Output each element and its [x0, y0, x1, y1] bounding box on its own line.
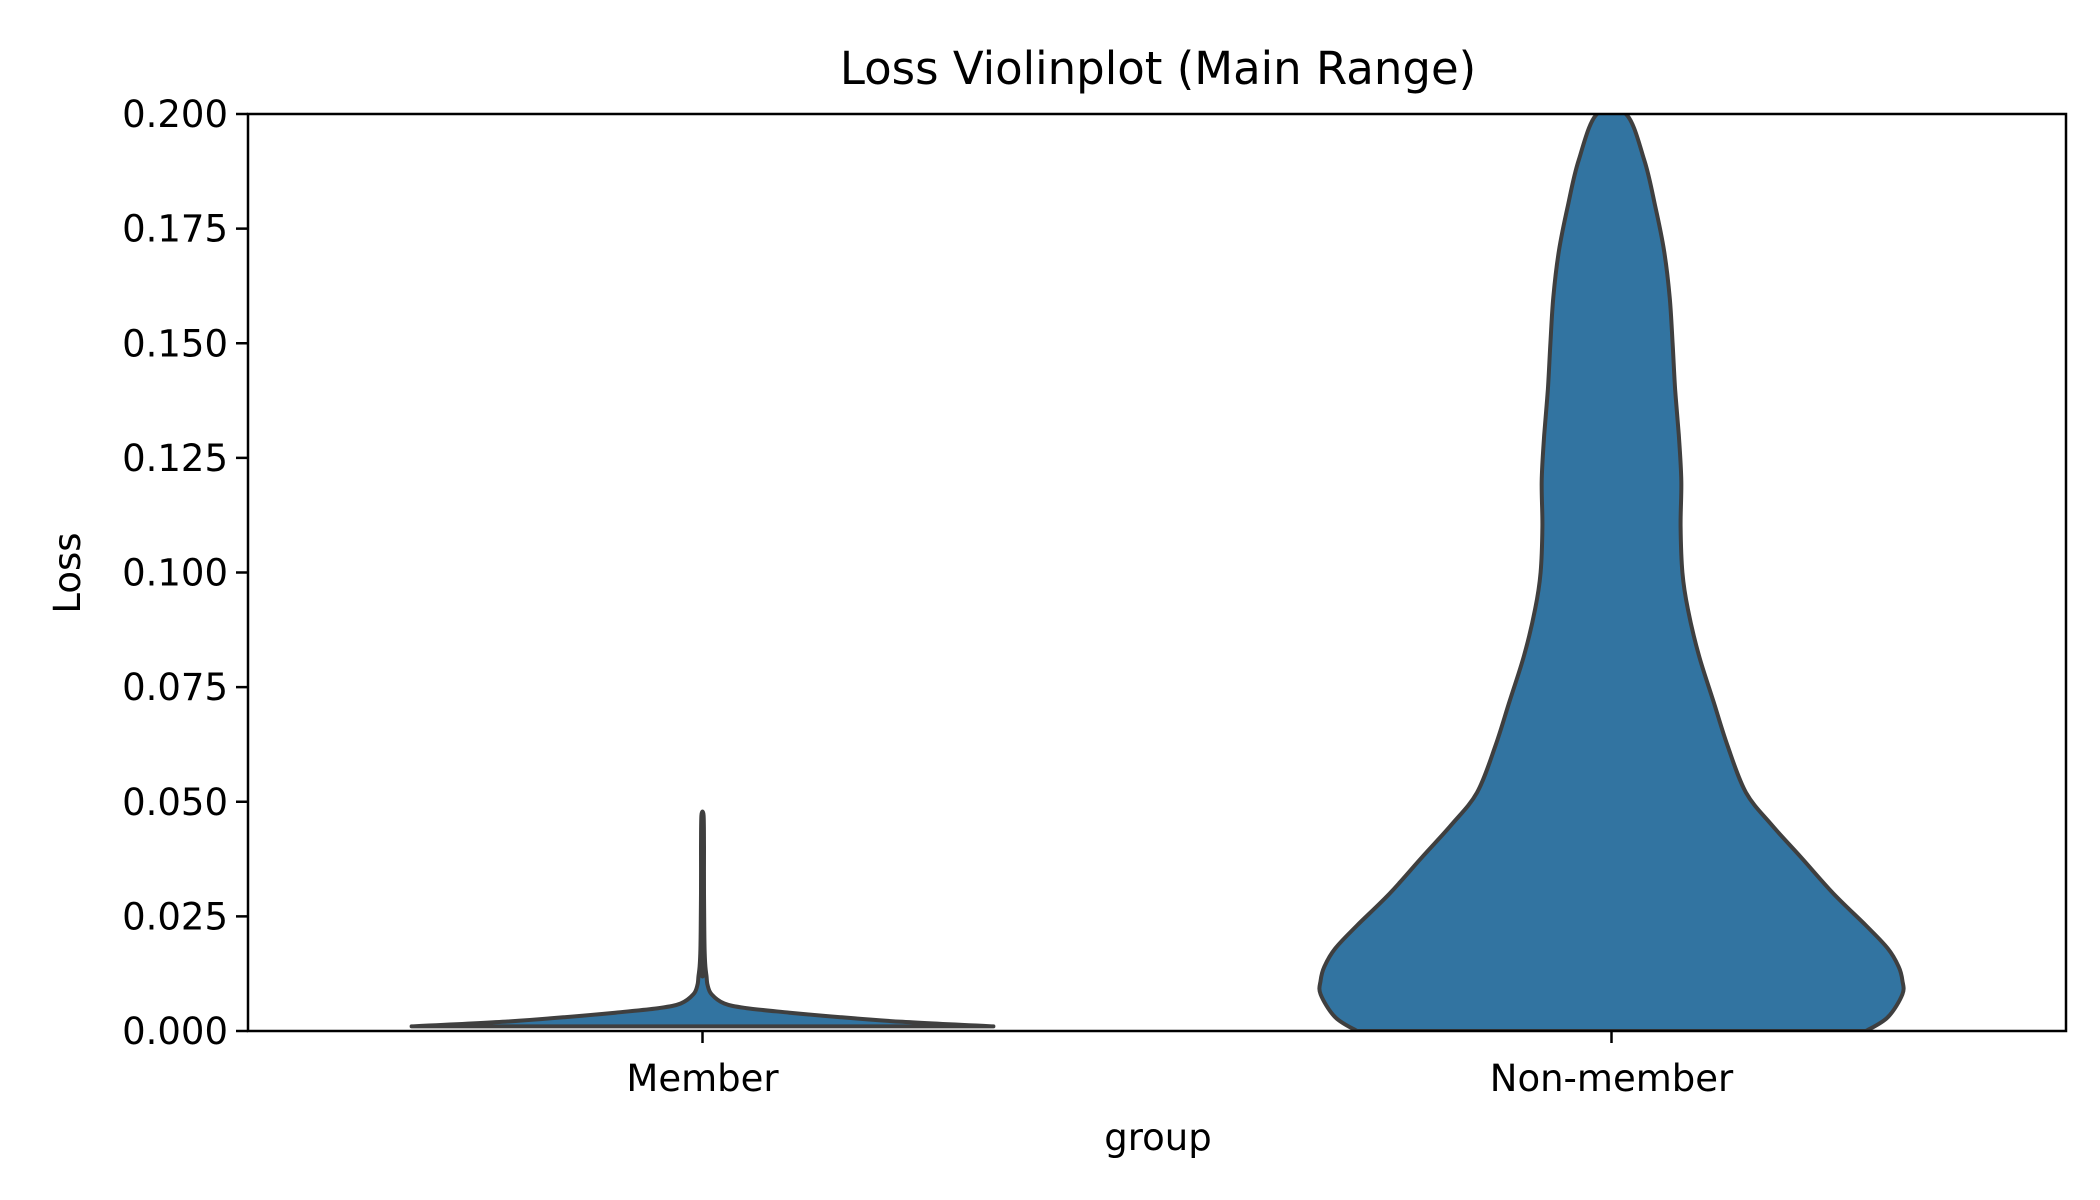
- y-tick-label: 0.025: [122, 895, 228, 938]
- y-tick-label: 0.150: [122, 322, 228, 365]
- chart-title: Loss Violinplot (Main Range): [840, 42, 1476, 95]
- x-axis-label: group: [1104, 1116, 1211, 1159]
- y-tick-label: 0.000: [122, 1010, 228, 1053]
- y-axis-ticks: 0.000 0.025 0.050 0.075 0.100 0.125 0.150 0.175…: [122, 93, 248, 1053]
- y-tick-label: 0.075: [122, 666, 228, 709]
- y-tick-label: 0.200: [122, 93, 228, 136]
- x-tick-label: Non-member: [1490, 1057, 1734, 1100]
- y-tick-label: 0.175: [122, 208, 228, 251]
- violin-non-member: [1317, 114, 1906, 1031]
- y-tick-label: 0.125: [122, 437, 228, 480]
- violins-layer: [409, 114, 1906, 1031]
- y-tick-label: 0.100: [122, 552, 228, 595]
- y-tick-label: 0.050: [122, 781, 228, 824]
- x-axis-ticks: Member Non-member: [626, 1031, 1734, 1100]
- y-axis-label: Loss: [46, 532, 89, 613]
- x-tick-label: Member: [626, 1057, 779, 1100]
